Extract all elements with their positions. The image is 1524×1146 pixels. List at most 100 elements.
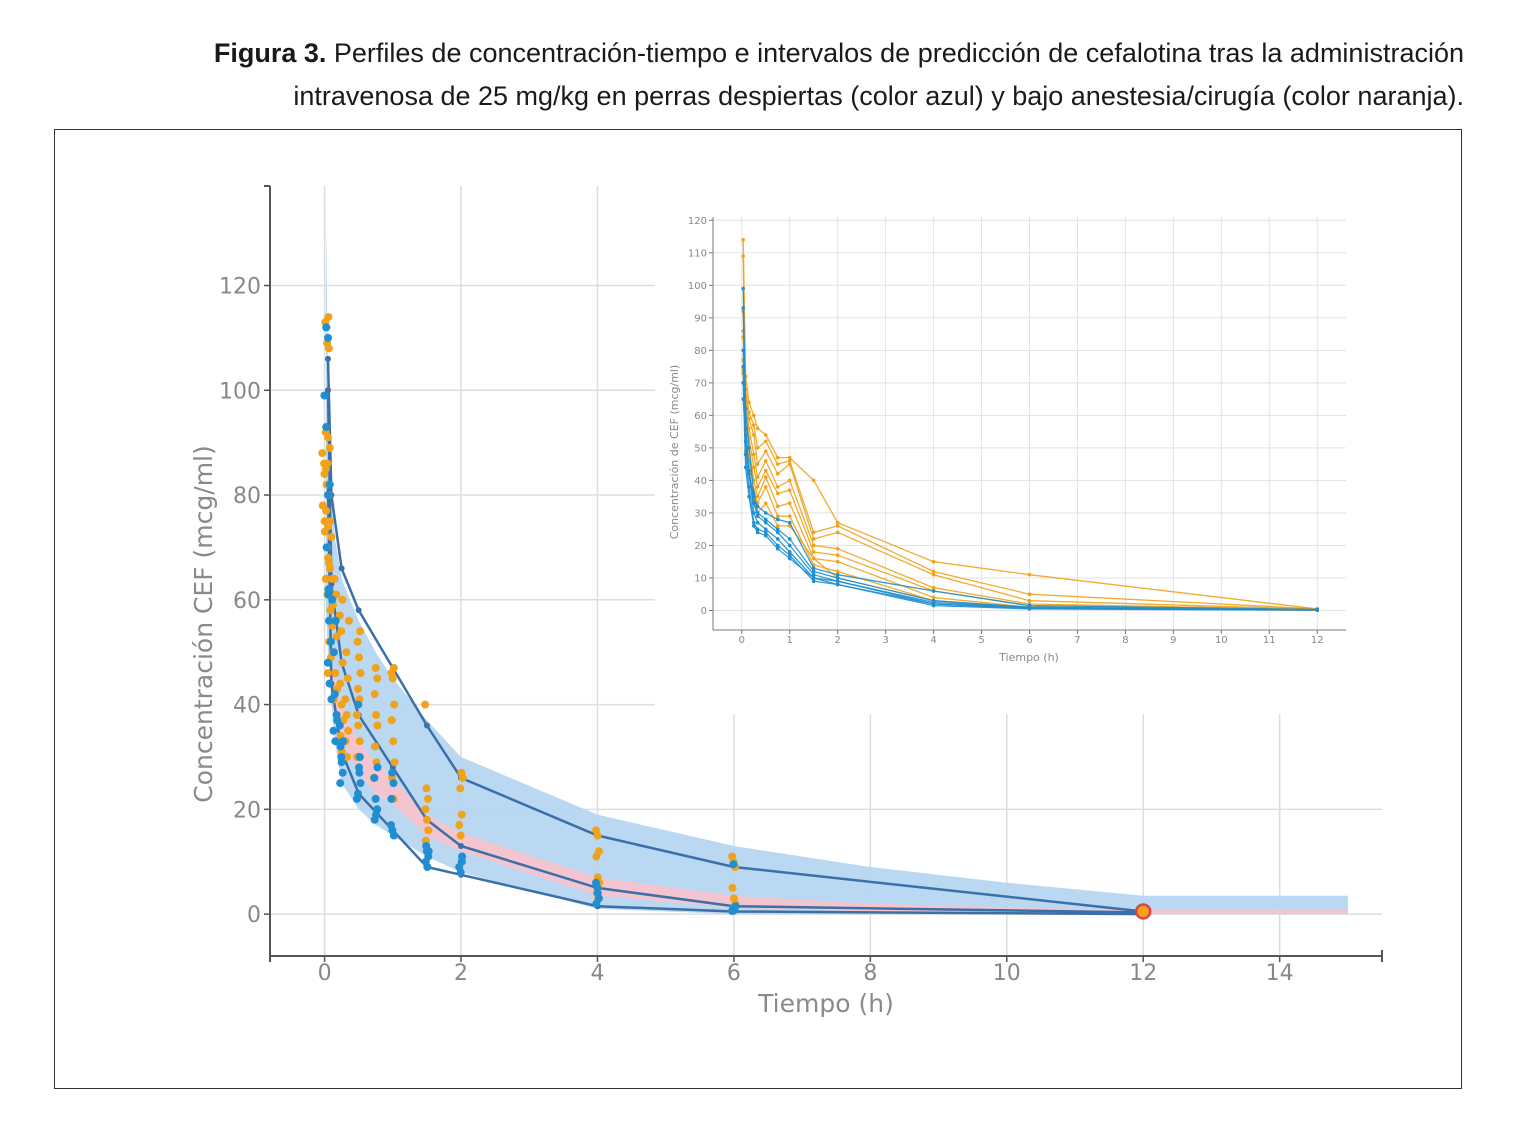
inset-anesthesia-point	[787, 501, 792, 505]
anesthesia-data-point	[373, 721, 382, 730]
anesthesia-data-point	[324, 553, 333, 562]
inset-anesthesia-point	[763, 501, 768, 505]
inset-awake-point	[775, 517, 780, 522]
awake-data-point	[373, 763, 382, 772]
inset-anesthesia-point	[811, 537, 816, 541]
anesthesia-data-point	[455, 821, 464, 829]
inset-awake-point	[763, 527, 768, 531]
inset-x-tick-label: 11	[1263, 635, 1276, 646]
inset-x-tick-label: 4	[930, 635, 936, 646]
inset-anesthesia-point	[741, 254, 746, 258]
inset-awake-point	[755, 530, 760, 535]
inset-awake-point	[751, 524, 756, 528]
inset-anesthesia-point	[811, 478, 816, 483]
inset-anesthesia-point	[931, 559, 936, 564]
main-x-tick-label: 10	[993, 961, 1021, 986]
inset-anesthesia-point	[775, 524, 780, 528]
inset-anesthesia-point	[755, 426, 760, 431]
inset-anesthesia-point	[787, 514, 792, 518]
inset-y-tick-label: 110	[688, 248, 707, 259]
inset-awake-point	[755, 504, 760, 509]
inset-x-tick-label: 0	[739, 635, 745, 646]
inset-anesthesia-point	[931, 595, 936, 600]
main-x-tick-label: 14	[1266, 961, 1294, 986]
awake-data-point	[456, 868, 465, 877]
inset-awake-point	[755, 514, 760, 518]
awake-data-point	[356, 779, 364, 787]
inset-y-tick-label: 60	[694, 411, 707, 422]
inset-awake-point	[787, 556, 792, 561]
inset-anesthesia-point	[931, 572, 936, 577]
anesthesia-data-point	[344, 726, 353, 735]
inset-y-tick-label: 0	[701, 606, 707, 617]
inset-awake-point	[763, 533, 768, 538]
inset-x-tick-label: 2	[834, 635, 840, 646]
anesthesia-data-point	[320, 470, 329, 479]
inset-awake-point	[775, 546, 780, 551]
inset-awake-point	[787, 550, 792, 554]
anesthesia-data-point	[370, 690, 379, 699]
anesthesia-data-point	[457, 810, 466, 819]
anesthesia-data-point	[421, 805, 430, 814]
inset-y-tick-label: 70	[694, 378, 707, 389]
awake-data-point	[336, 779, 345, 788]
inset-anesthesia-point	[763, 475, 768, 479]
inset-awake-point	[741, 381, 746, 385]
inset-anesthesia-point	[775, 455, 780, 460]
inset-anesthesia-point	[835, 553, 840, 558]
inset-awake-point	[775, 530, 780, 535]
main-y-axis-title: Concentración CEF (mcg/ml)	[189, 445, 218, 803]
inset-anesthesia-point	[835, 559, 840, 564]
anesthesia-data-point	[324, 433, 332, 442]
inset-anesthesia-point	[835, 569, 840, 574]
main-y-tick-label: 120	[219, 275, 261, 300]
awake-data-point	[355, 753, 364, 761]
anesthesia-data-point	[388, 674, 397, 683]
inset-y-tick-label: 40	[694, 476, 707, 487]
anesthesia-data-point	[323, 459, 332, 468]
main-y-tick-label: 100	[219, 379, 261, 404]
anesthesia-data-point	[325, 443, 334, 452]
inset-awake-point	[763, 511, 768, 515]
anesthesia-data-point	[424, 826, 433, 835]
awake-data-point	[323, 323, 331, 331]
inset-anesthesia-point	[835, 524, 840, 528]
awake-data-point	[331, 737, 339, 745]
main-x-tick-label: 4	[590, 961, 604, 986]
awake-data-point	[389, 779, 398, 788]
awake-data-point	[387, 794, 396, 803]
inset-awake-point	[763, 517, 768, 522]
inset-y-axis-title: Concentración de CEF (mcg/ml)	[668, 365, 681, 540]
awake-data-point	[423, 847, 431, 855]
awake-data-point	[338, 769, 346, 777]
awake-data-point	[321, 392, 329, 399]
awake-data-point	[326, 680, 334, 688]
inset-awake-point	[811, 566, 816, 571]
anesthesia-data-point	[321, 574, 330, 583]
awake-data-point	[324, 333, 332, 342]
inset-x-tick-label: 8	[1122, 635, 1128, 646]
awake-data-point	[323, 658, 332, 667]
awake-data-point	[353, 795, 361, 803]
awake-data-point	[355, 768, 364, 777]
inset-awake-point	[787, 553, 792, 558]
inset-awake-point	[931, 602, 936, 606]
inset-anesthesia-point	[1027, 592, 1032, 597]
inset-awake-point	[811, 576, 816, 580]
inset-anesthesia-point	[755, 475, 760, 479]
caption-label: Figura 3.	[213, 38, 327, 68]
inset-y-tick-label: 10	[694, 573, 707, 584]
anesthesia-data-point	[355, 653, 363, 662]
anesthesia-data-point	[389, 737, 398, 746]
inset-anesthesia-point	[751, 433, 756, 437]
inset-awake-point	[775, 527, 780, 531]
anesthesia-data-point	[390, 700, 399, 709]
inset-awake-point	[755, 520, 760, 525]
inset-awake-point	[931, 589, 936, 593]
inset-y-tick-label: 80	[694, 346, 707, 357]
inset-awake-point	[743, 465, 748, 470]
awake-data-point	[322, 423, 331, 431]
inset-awake-point	[741, 397, 746, 401]
percentile-marker	[423, 722, 430, 729]
inset-y-tick-label: 50	[694, 443, 707, 454]
